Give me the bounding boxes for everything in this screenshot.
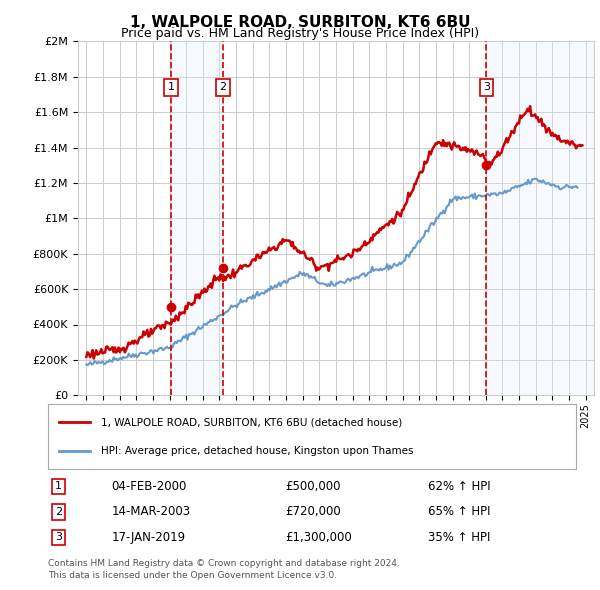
Text: 3: 3 (55, 532, 62, 542)
Bar (487, 41, 594, 395)
Text: 2: 2 (219, 83, 226, 92)
Text: 62% ↑ HPI: 62% ↑ HPI (428, 480, 491, 493)
Text: Price paid vs. HM Land Registry's House Price Index (HPI): Price paid vs. HM Land Registry's House … (121, 27, 479, 40)
Text: 3: 3 (483, 83, 490, 92)
Text: £1,300,000: £1,300,000 (286, 531, 352, 544)
Text: 65% ↑ HPI: 65% ↑ HPI (428, 505, 491, 519)
Text: £500,000: £500,000 (286, 480, 341, 493)
Text: 1, WALPOLE ROAD, SURBITON, KT6 6BU (detached house): 1, WALPOLE ROAD, SURBITON, KT6 6BU (deta… (101, 417, 402, 427)
Text: HPI: Average price, detached house, Kingston upon Thames: HPI: Average price, detached house, King… (101, 446, 413, 456)
Text: This data is licensed under the Open Government Licence v3.0.: This data is licensed under the Open Gov… (48, 571, 337, 580)
Text: 1: 1 (55, 481, 62, 491)
Text: 14-MAR-2003: 14-MAR-2003 (112, 505, 190, 519)
Text: 17-JAN-2019: 17-JAN-2019 (112, 531, 185, 544)
Text: 1, WALPOLE ROAD, SURBITON, KT6 6BU: 1, WALPOLE ROAD, SURBITON, KT6 6BU (130, 15, 470, 30)
Text: 1: 1 (167, 83, 175, 92)
Bar (171, 41, 223, 395)
Text: Contains HM Land Registry data © Crown copyright and database right 2024.: Contains HM Land Registry data © Crown c… (48, 559, 400, 568)
Text: 04-FEB-2000: 04-FEB-2000 (112, 480, 187, 493)
Text: 35% ↑ HPI: 35% ↑ HPI (428, 531, 491, 544)
Text: £720,000: £720,000 (286, 505, 341, 519)
Text: 2: 2 (55, 507, 62, 517)
